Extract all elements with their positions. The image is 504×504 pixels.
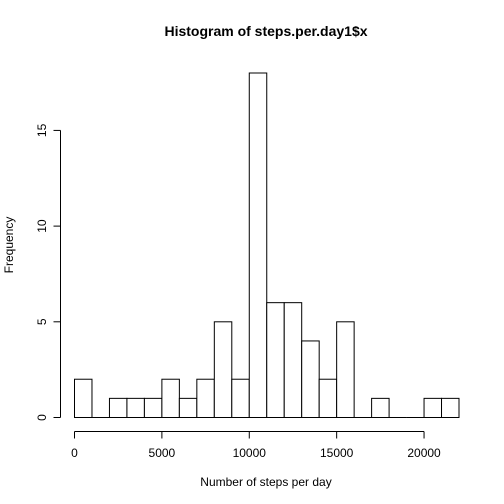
histogram-bar-6 xyxy=(179,398,196,417)
histogram-bar-20 xyxy=(424,398,441,417)
y-tick-label: 0 xyxy=(35,414,49,421)
y-tick-label: 10 xyxy=(35,219,49,233)
x-tick-label: 15000 xyxy=(320,446,354,460)
histogram-bar-0 xyxy=(75,379,92,417)
histogram-bar-15 xyxy=(337,322,354,418)
x-tick-label: 0 xyxy=(71,446,78,460)
histogram-bar-17 xyxy=(372,398,389,417)
histogram-bar-14 xyxy=(319,379,336,417)
chart-title: Histogram of steps.per.day1$x xyxy=(164,23,367,39)
histogram-bar-10 xyxy=(249,73,266,418)
bars-group xyxy=(75,73,460,418)
histogram-bar-11 xyxy=(267,303,284,418)
histogram-bar-2 xyxy=(109,398,126,417)
histogram-bar-3 xyxy=(127,398,144,417)
histogram-bar-5 xyxy=(162,379,179,417)
histogram-bar-9 xyxy=(232,379,249,417)
x-tick-label: 20000 xyxy=(407,446,441,460)
histogram-bar-8 xyxy=(214,322,231,418)
y-tick-label: 5 xyxy=(35,318,49,325)
histogram-bar-12 xyxy=(284,303,301,418)
x-axis-label: Number of steps per day xyxy=(200,475,331,489)
y-axis-label: Frequency xyxy=(2,217,16,274)
x-tick-label: 5000 xyxy=(149,446,176,460)
histogram-bar-13 xyxy=(302,341,319,418)
histogram-bar-21 xyxy=(442,398,459,417)
y-axis: 0 5 10 15 xyxy=(35,123,60,420)
x-axis: 0 5000 10000 15000 20000 xyxy=(71,432,441,461)
x-tick-label: 10000 xyxy=(233,446,267,460)
y-tick-label: 15 xyxy=(35,123,49,137)
histogram-bar-4 xyxy=(144,398,161,417)
histogram-bar-7 xyxy=(197,379,214,417)
